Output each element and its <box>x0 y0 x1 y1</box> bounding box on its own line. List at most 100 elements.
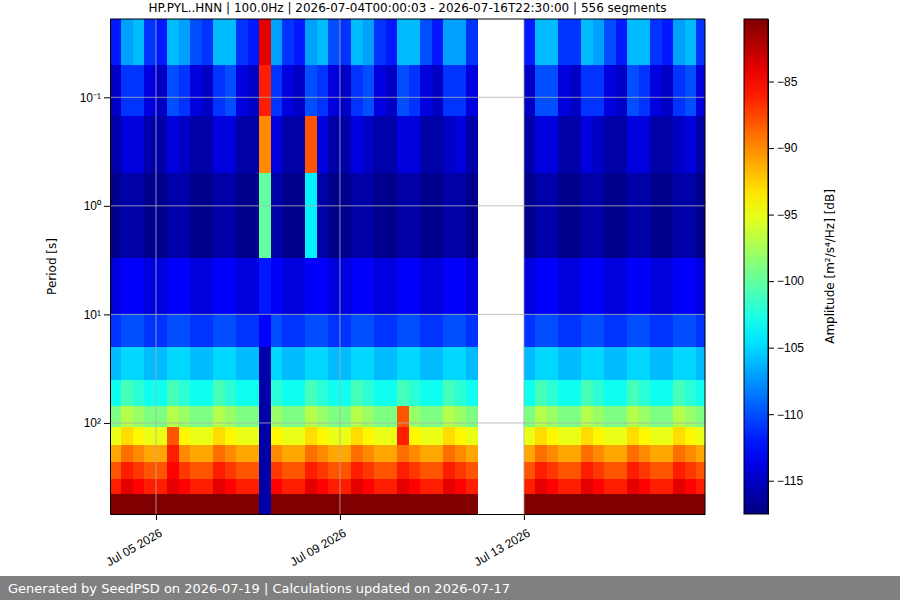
cell <box>685 314 697 347</box>
cell <box>202 65 214 117</box>
cell <box>225 258 237 315</box>
cell <box>685 462 697 480</box>
cell <box>248 347 260 380</box>
cell <box>570 19 582 65</box>
cell <box>156 116 168 173</box>
cell <box>409 347 421 380</box>
cell <box>409 19 421 65</box>
tick-mark <box>768 414 774 415</box>
cell <box>616 347 628 380</box>
cell <box>305 479 317 494</box>
cell <box>167 479 179 494</box>
cell <box>616 314 628 347</box>
cell <box>305 380 317 407</box>
cell <box>570 65 582 117</box>
cell <box>397 173 409 258</box>
cell <box>627 427 639 445</box>
cell <box>179 314 191 347</box>
cell <box>639 427 651 445</box>
cell <box>386 258 398 315</box>
cell <box>225 19 237 65</box>
cell <box>604 427 616 445</box>
cell <box>340 258 352 315</box>
tick: −105 <box>768 341 804 355</box>
tick-label: Jul 09 2026 <box>288 526 349 569</box>
cell <box>604 406 616 428</box>
cell <box>225 380 237 407</box>
cell <box>409 494 421 514</box>
cell <box>340 479 352 494</box>
cell <box>363 406 375 428</box>
cell <box>248 445 260 463</box>
cell <box>673 380 685 407</box>
cell <box>351 173 363 258</box>
cell <box>305 494 317 514</box>
cell <box>696 65 705 117</box>
cell <box>236 19 248 65</box>
x-axis: Jul 05 2026Jul 09 2026Jul 13 2026 <box>104 514 706 569</box>
cell <box>351 314 363 347</box>
tick-mark <box>104 314 110 315</box>
cell <box>443 445 455 463</box>
cell <box>616 380 628 407</box>
cell <box>627 116 639 173</box>
cell <box>386 462 398 480</box>
cell <box>696 462 705 480</box>
cell <box>650 173 662 258</box>
cell <box>248 173 260 258</box>
cell <box>616 116 628 173</box>
cell <box>570 173 582 258</box>
cell <box>248 258 260 315</box>
grid-line <box>110 314 705 315</box>
cell <box>558 65 570 117</box>
tick-mark <box>768 215 774 216</box>
tick-label: 10⁰ <box>84 199 101 213</box>
cell <box>110 427 122 445</box>
cell <box>133 116 145 173</box>
cell <box>156 479 168 494</box>
cell <box>685 173 697 258</box>
cell <box>317 380 329 407</box>
cell <box>558 19 570 65</box>
cell <box>133 19 145 65</box>
cell <box>305 173 317 258</box>
cell <box>386 19 398 65</box>
cell <box>524 314 536 347</box>
cell <box>374 462 386 480</box>
cell <box>133 445 145 463</box>
colorbar-title: Amplitude [m²/s⁴/Hz] [dB] <box>823 189 837 344</box>
cell <box>167 19 179 65</box>
cell <box>466 65 478 117</box>
cell <box>673 258 685 315</box>
cell <box>650 380 662 407</box>
cell <box>558 479 570 494</box>
cell <box>202 462 214 480</box>
cell <box>397 19 409 65</box>
cell <box>213 479 225 494</box>
cell <box>190 494 202 514</box>
cell <box>558 314 570 347</box>
cell <box>340 314 352 347</box>
cell <box>547 462 559 480</box>
cell <box>466 406 478 428</box>
cell <box>236 427 248 445</box>
cell <box>639 314 651 347</box>
cell <box>213 462 225 480</box>
cell <box>593 479 605 494</box>
cell <box>570 258 582 315</box>
frame <box>110 19 705 514</box>
tick: 10² <box>84 416 110 430</box>
cell <box>455 406 467 428</box>
cell <box>305 65 317 117</box>
cell <box>455 314 467 347</box>
cell <box>581 380 593 407</box>
cell <box>144 494 156 514</box>
cell <box>581 65 593 117</box>
cell <box>639 380 651 407</box>
cell <box>593 19 605 65</box>
cell <box>110 173 122 258</box>
cell <box>156 462 168 480</box>
cell <box>593 173 605 258</box>
cell <box>225 173 237 258</box>
cell <box>121 65 133 117</box>
